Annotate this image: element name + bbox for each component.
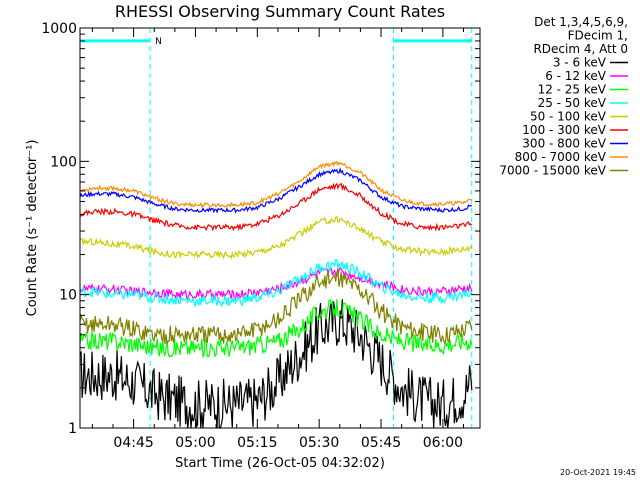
- legend-header-line: RDecim 4, Att 0: [533, 42, 628, 56]
- x-tick-label: 05:30: [299, 435, 339, 451]
- legend: Det 1,3,4,5,6,9,FDecim 1,RDecim 4, Att 0…: [499, 15, 628, 178]
- y-axis-label: Count Rate (s⁻¹ detector⁻¹): [25, 140, 40, 317]
- series-line: [79, 258, 473, 308]
- x-tick-label: 05:00: [175, 435, 215, 451]
- series-line: [79, 167, 473, 214]
- chart-title: RHESSI Observing Summary Count Rates: [115, 2, 445, 21]
- legend-header-line: FDecim 1,: [568, 29, 628, 43]
- legend-header-line: Det 1,3,4,5,6,9,: [534, 15, 628, 29]
- generated-timestamp: 20-Oct-2021 19:45: [560, 468, 636, 477]
- plot-area: N: [79, 28, 473, 429]
- legend-entry-label: 7000 - 15000 keV: [499, 164, 606, 178]
- y-tick-label: 1000: [41, 21, 77, 37]
- marker-label: N: [155, 37, 162, 47]
- legend-entry-label: 6 - 12 keV: [545, 69, 607, 83]
- x-tick-label: 05:15: [237, 435, 277, 451]
- legend-entry-label: 12 - 25 keV: [538, 83, 607, 97]
- legend-entry-label: 300 - 800 keV: [522, 137, 606, 151]
- legend-entry-label: 25 - 50 keV: [538, 96, 607, 110]
- legend-entry-label: 3 - 6 keV: [553, 56, 607, 70]
- series-line: [79, 182, 473, 232]
- legend-entry-label: 800 - 7000 keV: [515, 150, 607, 164]
- series-line: [79, 299, 473, 359]
- series-line: [79, 160, 473, 208]
- x-tick-label: 05:45: [361, 435, 401, 451]
- plot-frame: [79, 27, 481, 429]
- y-tick-label: 100: [50, 154, 77, 170]
- series-line: [79, 215, 473, 260]
- x-axis-label: Start Time (26-Oct-05 04:32:02): [175, 456, 385, 471]
- y-tick-label: 1: [68, 421, 77, 437]
- x-tick-label: 04:45: [113, 435, 153, 451]
- series-line: [79, 299, 473, 429]
- legend-entry-label: 50 - 100 keV: [530, 110, 607, 124]
- x-tick-label: 06:00: [423, 435, 463, 451]
- legend-entry-label: 100 - 300 keV: [522, 123, 606, 137]
- axis-ticks: 1 10 100 1000 04:45 05:00 05:15 05:30 05:45 06:00: [41, 21, 480, 451]
- series-line: [79, 268, 473, 345]
- y-tick-label: 10: [59, 288, 77, 304]
